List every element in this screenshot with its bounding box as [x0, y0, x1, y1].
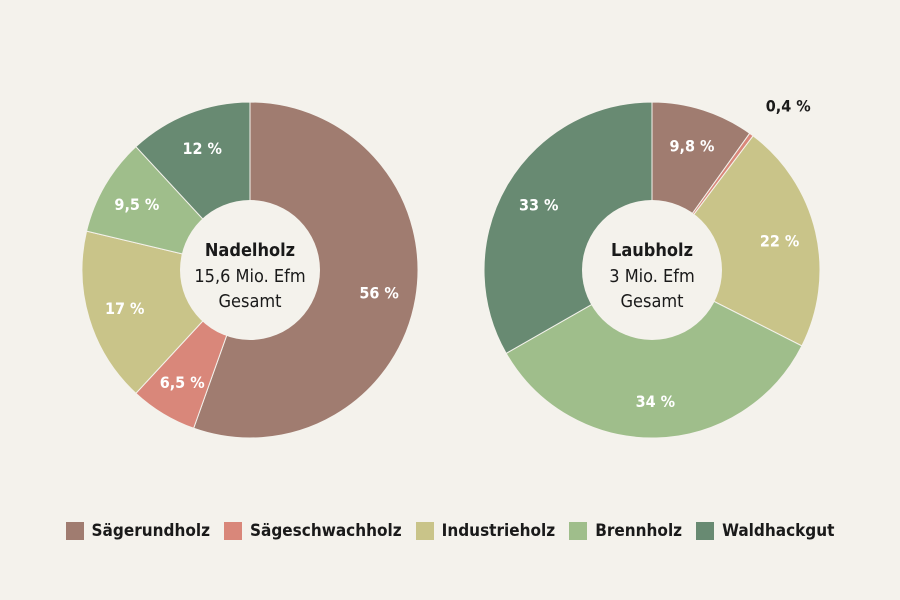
center-line: 3 Mio. Efm	[609, 266, 695, 287]
legend-item-waldhackgut: Waldhackgut	[696, 521, 834, 541]
slice-industrieholz	[651, 135, 821, 347]
legend-label: Sägerundholz	[91, 521, 210, 541]
legend-swatch	[65, 522, 84, 540]
slice-brennholz	[505, 269, 803, 439]
slice-label-waldhackgut: 12 %	[182, 139, 221, 158]
legend-label: Waldhackgut	[722, 521, 835, 541]
slice-label-brennholz: 9,5 %	[114, 195, 159, 214]
legend-item-industrieholz: Industrieholz	[415, 521, 556, 541]
legend-item-brennholz: Brennholz	[569, 521, 682, 541]
slice-label-saegeschwachholz: 6,5 %	[160, 373, 205, 392]
center-line: Gesamt	[621, 291, 684, 312]
legend-swatch	[696, 522, 715, 540]
slice-label-industrieholz: 17 %	[105, 299, 144, 318]
donut-chart-nadelholz: 56 % 6,5 % 17 % 9,5 % 12 % Nadelholz 15,6 Mio.…	[81, 101, 419, 439]
legend-swatch	[224, 522, 242, 540]
slice-label-industrieholz: 22 %	[760, 231, 799, 250]
legend-item-saegerundholz: Sägerundholz	[65, 521, 210, 541]
slice-label-saegerundholz: 56 %	[359, 283, 398, 302]
center-title: Laubholz	[611, 240, 693, 261]
center-line: Gesamt	[219, 291, 282, 312]
legend-swatch	[569, 522, 588, 540]
donut-hole	[582, 200, 722, 340]
center-line: 15,6 Mio. Efm	[194, 266, 305, 287]
legend-swatch	[415, 522, 434, 540]
donut-chart-laubholz: 9,8 % 0,4 % 22 % 34 % 33 % Laubholz 3 Mio. Efm…	[483, 96, 821, 439]
slice-label-waldhackgut: 33 %	[519, 195, 558, 214]
legend-item-saegeschwachholz: Sägeschwachholz	[224, 521, 402, 541]
slice-label-saegeschwachholz: 0,4 %	[766, 96, 811, 115]
chart-legend: Sägerundholz Sägeschwachholz Industrieho…	[0, 521, 900, 541]
slice-label-brennholz: 34 %	[636, 392, 675, 411]
legend-label: Brennholz	[595, 521, 683, 541]
slice-label-saegerundholz: 9,8 %	[670, 136, 715, 155]
legend-label: Sägeschwachholz	[250, 521, 402, 541]
donut-hole	[180, 200, 320, 340]
legend-label: Industrieholz	[441, 521, 556, 541]
center-title: Nadelholz	[205, 240, 295, 261]
